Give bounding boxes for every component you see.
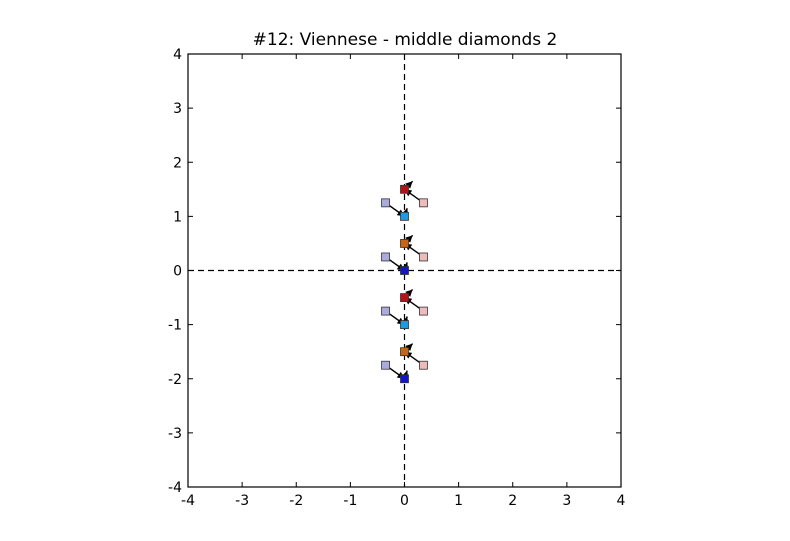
point-marker [419,360,428,370]
point-marker [381,306,390,316]
x-tick-label: 0 [400,493,409,509]
y-tick-label: 1 [173,209,182,225]
axis-ticks [187,53,622,488]
x-tick-label: 1 [454,493,463,509]
axis-tick-labels: -4 -3 -2 -1 0 1 2 3 4 -4 -3 -2 -1 0 1 2 3 4 [168,47,626,509]
chart-title: #12: Viennese - middle diamonds 2 [253,30,558,50]
point-marker [400,184,409,194]
point-marker [381,252,390,262]
arrow-head [405,289,413,297]
x-tick-label: 3 [562,493,571,509]
y-tick-label: -1 [168,318,182,334]
x-tick-label: -3 [235,493,249,509]
y-tick-label: 0 [173,264,182,280]
y-tick-label: -4 [168,480,182,496]
point-marker [419,306,428,316]
y-tick-label: 2 [173,155,182,171]
y-tick-label: -2 [168,372,182,388]
x-tick-label: 4 [617,493,626,509]
x-tick-label: -4 [181,493,195,509]
y-tick-label: 4 [173,47,182,63]
point-marker [400,293,409,302]
point-marker [400,239,409,248]
point-marker [400,320,409,330]
point-marker [400,374,409,384]
points [381,184,428,384]
point-marker [419,252,428,262]
point-marker [400,347,409,357]
point-marker [400,266,409,275]
point-marker [400,211,409,221]
point-marker [419,198,428,208]
point-marker [381,198,390,208]
arrow-head [405,181,413,189]
reference-lines [188,54,621,487]
point-marker [381,360,390,370]
x-tick-label: 2 [508,493,517,509]
y-tick-label: 3 [173,101,182,117]
arrow-head [405,343,413,351]
x-tick-label: -1 [343,493,357,509]
arrow-head [405,235,413,243]
y-tick-label: -3 [168,426,182,442]
x-tick-label: -2 [289,493,303,509]
